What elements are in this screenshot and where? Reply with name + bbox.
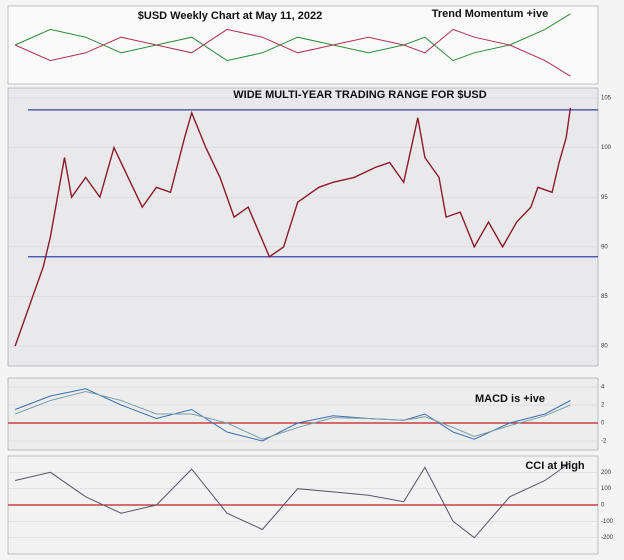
y-tick-label: 80	[601, 344, 608, 350]
panel-title: WIDE MULTI-YEAR TRADING RANGE FOR $USD	[233, 89, 486, 101]
panel-title: $USD Weekly Chart at May 11, 2022	[138, 10, 322, 22]
y-tick-label: 105	[601, 96, 612, 102]
y-tick-label: 0	[601, 503, 605, 509]
y-tick-label: 90	[601, 244, 608, 250]
series-line	[14, 388, 571, 442]
y-tick-label: 95	[601, 195, 608, 201]
y-tick-label: 4	[601, 385, 605, 391]
series-line	[14, 107, 572, 347]
y-tick-label: 85	[601, 294, 608, 300]
y-tick-label: 2	[601, 403, 605, 409]
panel	[7, 87, 599, 367]
annotation: CCI at High	[525, 460, 585, 472]
y-tick-label: 100	[601, 145, 612, 151]
y-tick-label: -200	[601, 535, 614, 541]
y-tick-label: 0	[601, 421, 605, 427]
y-tick-label: 100	[601, 486, 612, 492]
series-line	[14, 462, 571, 539]
y-tick-label: 200	[601, 470, 612, 476]
y-tick-label: -100	[601, 519, 614, 525]
series-line	[14, 390, 571, 440]
annotation: Trend Momentum +ive	[432, 8, 548, 20]
panel	[7, 5, 599, 85]
series-line	[14, 13, 571, 62]
annotation: MACD is +ive	[475, 393, 545, 405]
series-line	[14, 28, 571, 77]
y-tick-label: -2	[601, 439, 607, 445]
panel	[7, 377, 599, 451]
